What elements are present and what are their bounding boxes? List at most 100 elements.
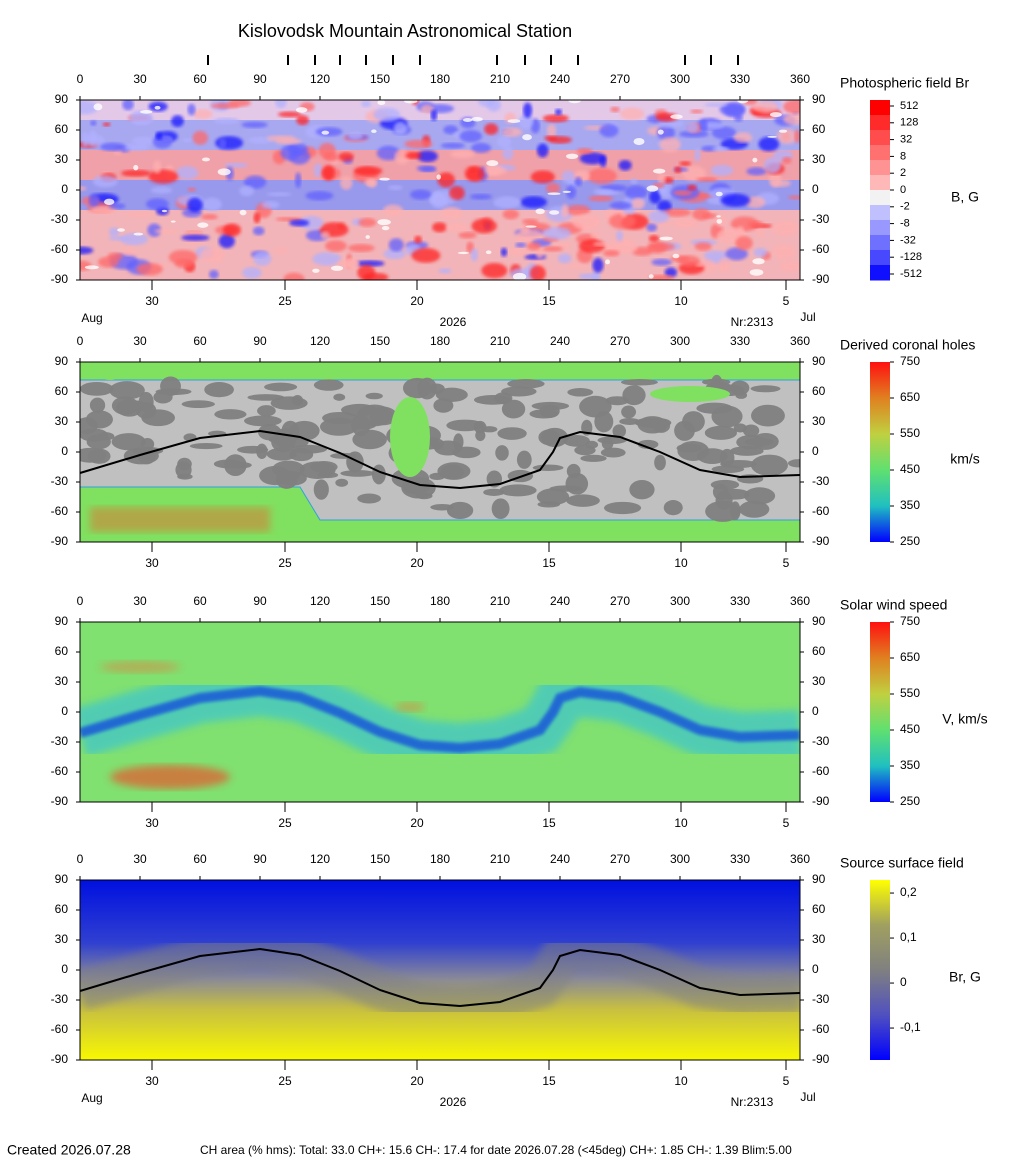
colorbar-tick-label: 0	[900, 184, 906, 196]
y-tick-label: -30	[51, 212, 69, 226]
field-patch	[719, 448, 735, 468]
field-patch	[388, 238, 404, 252]
field-patch	[395, 702, 425, 712]
colorbar-tick-label: 450	[900, 462, 920, 476]
field-patch	[140, 110, 153, 114]
y-tick-label-right: 90	[812, 872, 826, 886]
field-patch	[720, 193, 751, 207]
colorbar	[870, 362, 890, 542]
field-patch	[546, 124, 557, 138]
field-patch	[730, 380, 750, 396]
field-patch	[605, 259, 611, 265]
field-patch	[97, 256, 119, 268]
field-patch	[394, 149, 410, 165]
x-tick-label: 180	[430, 72, 450, 86]
colorbar-band	[870, 265, 890, 281]
field-patch	[388, 185, 403, 191]
field-patch	[299, 461, 336, 479]
colorbar-tick-label: -8	[900, 218, 910, 230]
field-patch	[197, 222, 209, 228]
field-patch	[192, 130, 208, 145]
x-tick-label: 150	[370, 72, 390, 86]
field-patch	[522, 218, 539, 225]
field-patch	[136, 263, 163, 276]
field-patch	[462, 118, 473, 122]
y-tick-label-right: 60	[812, 644, 826, 658]
field-patch	[716, 218, 723, 224]
x-tick-label: 270	[610, 852, 630, 866]
y-tick-label: -30	[51, 474, 69, 488]
field-patch	[599, 155, 607, 168]
field-patch	[610, 106, 620, 113]
colorbar-tick-label: 0,2	[900, 885, 917, 899]
field-patch	[484, 164, 502, 176]
field-patch	[421, 166, 437, 172]
x-tick-label: 0	[77, 72, 84, 86]
field-patch	[340, 176, 353, 190]
field-patch	[501, 386, 537, 397]
field-patch	[199, 247, 225, 263]
colorbar-tick-label: 750	[900, 614, 920, 628]
field-patch	[189, 442, 223, 450]
field-patch	[734, 113, 743, 122]
field-patch	[587, 168, 617, 185]
field-patch	[217, 168, 231, 176]
field-patch	[686, 122, 699, 133]
field-patch	[672, 253, 680, 259]
field-patch	[677, 440, 710, 461]
y-tick-label-right: 90	[812, 614, 826, 628]
y-tick-label-right: 90	[812, 354, 826, 368]
x-tick-label: 300	[670, 334, 690, 348]
field-patch	[516, 450, 532, 469]
field-patch	[280, 144, 301, 161]
field-patch	[609, 201, 632, 210]
date-tick-label: 25	[278, 294, 292, 308]
field-patch	[654, 454, 666, 471]
ch-area-label: CH area (% hms): Total: 33.0 CH+: 15.6 C…	[200, 1143, 792, 1157]
field-patch	[445, 222, 469, 233]
colorbar-band	[870, 115, 890, 131]
date-tick-label: 20	[410, 816, 424, 830]
y-tick-label-right: -30	[812, 212, 830, 226]
field-patch	[744, 487, 776, 505]
field-patch	[111, 433, 146, 451]
field-patch	[90, 206, 118, 214]
field-patch	[356, 404, 393, 427]
x-tick-label: 180	[430, 594, 450, 608]
field-patch	[750, 385, 781, 393]
x-tick-label: 210	[490, 334, 510, 348]
field-patch	[694, 147, 701, 162]
field-patch	[653, 168, 666, 174]
field-patch	[531, 401, 570, 411]
field-patch	[579, 395, 612, 418]
field-patch	[295, 107, 308, 113]
field-patch	[756, 228, 765, 237]
field-patch	[122, 246, 136, 256]
field-patch	[672, 218, 699, 228]
y-tick-label-right: 30	[812, 152, 826, 166]
y-tick-label: 30	[55, 152, 69, 166]
field-patch	[117, 228, 125, 232]
x-tick-label: 360	[790, 72, 810, 86]
field-patch	[430, 192, 448, 209]
field-patch	[782, 156, 792, 164]
y-tick-label-right: 60	[812, 384, 826, 398]
field-patch	[649, 274, 675, 280]
field-patch	[244, 175, 267, 189]
field-patch	[471, 142, 492, 153]
field-patch	[783, 113, 800, 126]
field-patch	[622, 385, 646, 406]
field-patch	[650, 386, 730, 402]
colorbar-tick-label: 0,1	[900, 930, 917, 944]
field-patch	[537, 501, 561, 508]
y-tick-label-right: -60	[812, 1022, 830, 1036]
field-patch	[758, 136, 780, 152]
field-patch	[507, 119, 521, 123]
field-patch	[92, 175, 118, 188]
field-patch	[673, 190, 692, 196]
date-tick-label: 20	[410, 1074, 424, 1088]
field-patch	[120, 233, 149, 246]
field-patch	[530, 170, 555, 184]
field-patch	[662, 208, 692, 217]
x-tick-label: 150	[370, 852, 390, 866]
